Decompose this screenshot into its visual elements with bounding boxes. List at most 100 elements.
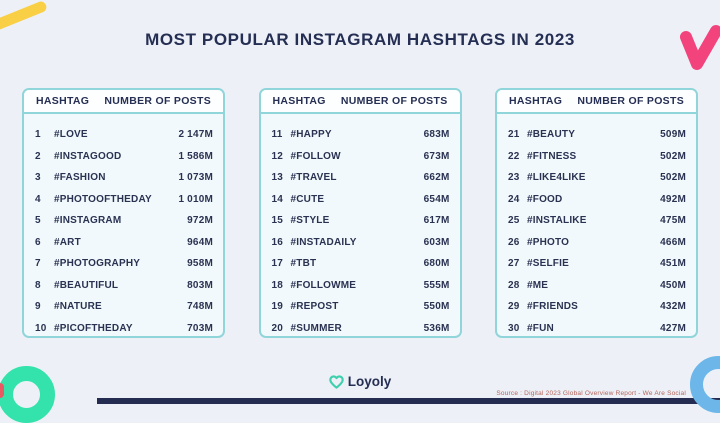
row-posts: 972M (187, 215, 213, 227)
row-hashtag: #PHOTOGRAPHY (54, 258, 141, 270)
row-posts: 1 010M (178, 193, 213, 205)
logo-text: Loyoly (347, 374, 392, 389)
row-posts: 673M (423, 150, 450, 162)
row-rank: 8 (35, 279, 41, 291)
table-header: HASHTAG NUMBER OF POSTS (497, 90, 696, 114)
row-posts: 502M (660, 150, 686, 162)
row-posts: 680M (423, 258, 450, 270)
logo: Loyoly (0, 374, 720, 389)
column-header-hashtag: HASHTAG (509, 95, 563, 107)
column-header-posts: NUMBER OF POSTS (340, 95, 448, 107)
table-row: 28 #ME 450M (508, 275, 686, 297)
row-posts: 703M (187, 322, 213, 334)
row-hashtag: #PHOTOOFTHEDAY (54, 193, 152, 205)
row-hashtag: #NATURE (54, 301, 102, 313)
row-posts: 536M (423, 322, 450, 334)
table-row: 11 #HAPPY 683M (272, 124, 450, 146)
row-posts: 683M (423, 129, 450, 141)
row-rank: 20 (271, 322, 284, 334)
row-rank: 25 (508, 215, 520, 227)
column-header-hashtag: HASHTAG (36, 95, 90, 107)
table-row: 18 #FOLLOWME 555M (272, 275, 450, 297)
row-rank: 24 (508, 193, 520, 205)
table-row: 1 #LOVE 2 147M (35, 124, 213, 146)
table-body: 11 #HAPPY 683M 12 #FOLLOW 673M 13 #TRAVEL 662M 14… (261, 114, 460, 337)
row-hashtag: #FOOD (527, 193, 563, 205)
tables-row: HASHTAG NUMBER OF POSTS 1 #LOVE 2 147M 2 #IN… (22, 88, 698, 338)
table-row: 24 #FOOD 492M (508, 189, 686, 211)
table-row: 4 #PHOTOOFTHEDAY 1 010M (35, 189, 213, 211)
row-hashtag: #LIKE4LIKE (527, 172, 586, 184)
row-rank: 12 (271, 150, 284, 162)
row-hashtag: #HAPPY (290, 129, 332, 141)
row-posts: 502M (660, 172, 686, 184)
row-posts: 603M (423, 236, 450, 248)
row-hashtag: #TBT (290, 258, 317, 270)
table-row: 20 #SUMMER 536M (271, 318, 450, 337)
table-row: 12 #FOLLOW 673M (272, 146, 450, 168)
row-rank: 23 (508, 172, 520, 184)
row-hashtag: #INSTALIKE (527, 215, 587, 227)
table-row: 30 #FUN 427M (508, 318, 686, 337)
row-hashtag: #STYLE (290, 215, 330, 227)
row-rank: 13 (271, 172, 284, 184)
table-row: 21 #BEAUTY 509M (508, 124, 686, 146)
row-posts: 1 586M (178, 150, 213, 162)
row-posts: 427M (660, 322, 686, 334)
table-row: 6 #ART 964M (35, 232, 213, 254)
row-hashtag: #INSTAGRAM (54, 215, 122, 227)
row-hashtag: #FOLLOWME (290, 279, 357, 291)
table-row: 10 #PICOFTHEDAY 703M (35, 318, 213, 337)
column-header-hashtag: HASHTAG (272, 95, 326, 107)
row-hashtag: #CUTE (290, 193, 325, 205)
row-posts: 492M (660, 193, 686, 205)
row-rank: 17 (271, 258, 284, 270)
hashtag-table-1: HASHTAG NUMBER OF POSTS 1 #LOVE 2 147M 2 #IN… (22, 88, 225, 338)
row-hashtag: #INSTAGOOD (54, 150, 122, 162)
row-hashtag: #INSTADAILY (290, 236, 357, 248)
row-rank: 7 (35, 258, 41, 270)
row-hashtag: #ME (527, 279, 549, 291)
table-row: 29 #FRIENDS 432M (508, 296, 686, 318)
row-posts: 475M (660, 215, 686, 227)
row-rank: 4 (35, 193, 41, 205)
table-row: 9 #NATURE 748M (35, 296, 213, 318)
row-rank: 11 (271, 129, 283, 141)
heart-logo-icon (329, 374, 344, 389)
row-posts: 509M (660, 129, 686, 141)
row-rank: 5 (35, 215, 41, 227)
row-rank: 29 (508, 301, 520, 313)
row-posts: 654M (423, 193, 450, 205)
table-row: 22 #FITNESS 502M (508, 146, 686, 168)
pink-sliver-shape (0, 383, 4, 398)
column-header-posts: NUMBER OF POSTS (577, 95, 684, 107)
table-row: 15 #STYLE 617M (272, 210, 450, 232)
row-posts: 748M (187, 301, 213, 313)
table-row: 14 #CUTE 654M (272, 189, 450, 211)
row-hashtag: #ART (54, 236, 81, 248)
row-hashtag: #SELFIE (527, 258, 569, 270)
row-hashtag: #LOVE (54, 129, 88, 141)
row-posts: 432M (660, 301, 686, 313)
table-body: 1 #LOVE 2 147M 2 #INSTAGOOD 1 586M 3 #FASHION 1 … (24, 114, 223, 337)
row-posts: 550M (423, 301, 450, 313)
row-hashtag: #BEAUTY (527, 129, 576, 141)
row-rank: 26 (508, 236, 520, 248)
table-row: 27 #SELFIE 451M (508, 253, 686, 275)
table-row: 7 #PHOTOGRAPHY 958M (35, 253, 213, 275)
navy-bottom-bar (97, 398, 720, 404)
yellow-bar-shape (0, 0, 49, 32)
row-rank: 22 (508, 150, 520, 162)
table-row: 5 #INSTAGRAM 972M (35, 210, 213, 232)
source-credit: Source : Digital 2023 Global Overview Re… (496, 390, 686, 397)
row-posts: 803M (187, 279, 213, 291)
table-header: HASHTAG NUMBER OF POSTS (24, 90, 223, 114)
row-rank: 3 (35, 172, 41, 184)
row-hashtag: #FASHION (54, 172, 106, 184)
row-posts: 450M (660, 279, 686, 291)
hashtag-table-3: HASHTAG NUMBER OF POSTS 21 #BEAUTY 509M 22 #… (495, 88, 698, 338)
table-header: HASHTAG NUMBER OF POSTS (260, 90, 460, 114)
row-hashtag: #SUMMER (290, 322, 342, 334)
row-rank: 2 (35, 150, 41, 162)
table-row: 16 #INSTADAILY 603M (272, 232, 450, 254)
